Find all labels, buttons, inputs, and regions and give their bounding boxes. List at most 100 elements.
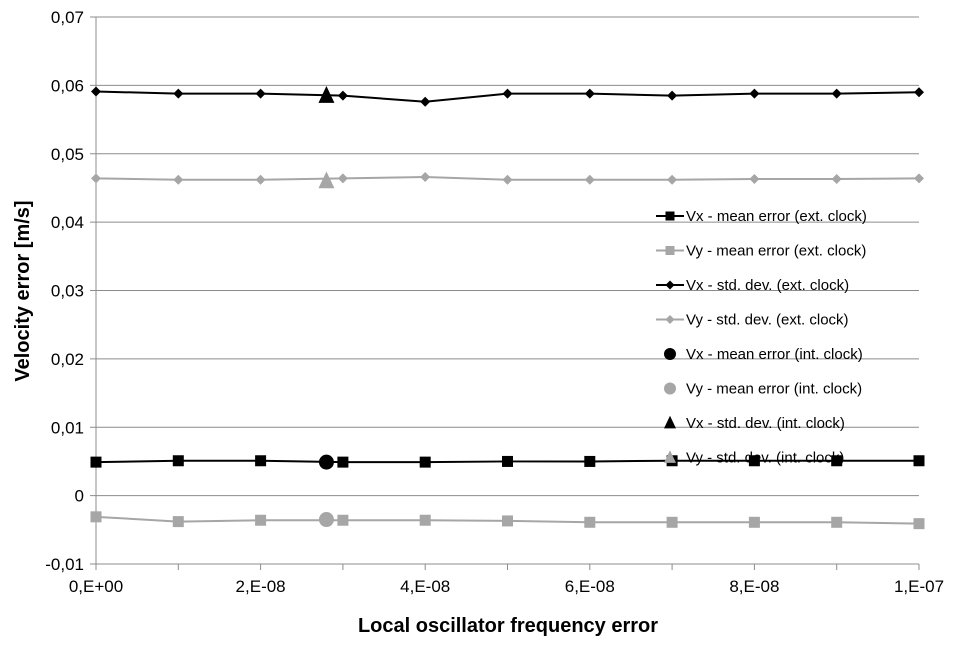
series-4 [318, 454, 334, 470]
y-tick-label: 0,05 [51, 145, 84, 164]
legend-item: Vx - std. dev. (int. clock) [664, 415, 845, 432]
data-point [337, 173, 348, 184]
data-point [419, 456, 431, 468]
legend-label: Vy - mean error (ext. clock) [686, 243, 866, 260]
legend-item: Vx - std. dev. (ext. clock) [656, 277, 849, 294]
data-point [420, 96, 431, 107]
data-point [584, 516, 596, 528]
data-point [748, 516, 760, 528]
data-point [667, 90, 678, 101]
x-tick-label: 4,E-08 [400, 577, 450, 596]
data-point [667, 174, 678, 185]
legend-label: Vx - std. dev. (int. clock) [686, 415, 845, 432]
legend-item: Vy - mean error (ext. clock) [656, 243, 866, 260]
legend-label: Vx - mean error (ext. clock) [686, 208, 867, 225]
legend-marker [665, 211, 675, 221]
y-tick-label: 0,03 [51, 282, 84, 301]
data-point [337, 90, 348, 101]
tick-labels: -0,01 0 0,01 0,02 0,03 0,04 0,05 0,06 0,07 0,E+00… [45, 8, 944, 596]
data-point [502, 455, 513, 467]
data-point [831, 88, 842, 99]
data-point [913, 455, 925, 467]
y-tick-label: 0,01 [51, 418, 84, 437]
series-7 [318, 171, 335, 189]
data-point [173, 174, 184, 185]
y-tick-label: 0,04 [51, 213, 84, 232]
y-tick-label: 0,07 [51, 8, 84, 27]
data-point [666, 516, 678, 528]
x-tick-label: 6,E-08 [565, 577, 615, 596]
legend-marker [665, 280, 675, 290]
data-point [173, 88, 184, 99]
legend-label: Vx - std. dev. (ext. clock) [686, 277, 849, 294]
legend-marker [664, 382, 676, 395]
data-point [318, 86, 335, 103]
legend-label: Vy - std. dev. (int. clock) [686, 450, 844, 467]
axes [90, 16, 920, 570]
data-point [749, 174, 760, 185]
legend-item: Vx - mean error (int. clock) [664, 346, 863, 363]
y-axis-title: Velocity error [m/s] [12, 200, 34, 381]
gridlines [96, 16, 919, 565]
series-3 [91, 171, 924, 185]
series-layer [90, 86, 925, 530]
y-tick-label: 0 [75, 487, 84, 506]
legend-label: Vx - mean error (int. clock) [686, 346, 863, 363]
data-point [255, 455, 267, 467]
data-point [914, 87, 924, 98]
legend-label: Vy - std. dev. (ext. clock) [686, 312, 849, 329]
series-5 [318, 512, 334, 528]
legend-marker [664, 348, 676, 360]
data-point [172, 455, 184, 467]
data-point [172, 516, 184, 528]
data-point [337, 456, 349, 468]
data-point [831, 455, 843, 467]
legend-marker [665, 246, 675, 255]
legend-marker [664, 415, 676, 429]
legend-marker [665, 315, 675, 324]
data-point [91, 173, 101, 184]
series-1 [90, 511, 925, 530]
x-tick-label: 8,E-08 [729, 577, 779, 596]
legend-item: Vy - std. dev. (ext. clock) [656, 312, 849, 329]
data-point [318, 454, 334, 470]
legend-item: Vy - std. dev. (int. clock) [664, 450, 844, 467]
data-point [91, 86, 101, 97]
data-point [913, 518, 925, 530]
data-point [90, 456, 102, 468]
legend-item: Vx - mean error (ext. clock) [656, 208, 867, 225]
legend: Vx - mean error (ext. clock) Vy - mean er… [656, 208, 867, 467]
data-point [255, 88, 266, 99]
x-axis-title: Local oscillator frequency error [358, 615, 658, 637]
data-point [502, 88, 513, 99]
data-point [318, 512, 334, 528]
data-point [502, 174, 513, 185]
data-point [420, 171, 431, 182]
data-point [584, 88, 595, 99]
data-point [749, 88, 760, 99]
data-point [255, 514, 267, 526]
series-0 [90, 455, 925, 468]
data-point [318, 171, 335, 189]
data-point [831, 174, 842, 185]
y-tick-label: 0,06 [51, 76, 84, 95]
data-point [90, 511, 102, 523]
series-2 [91, 86, 924, 107]
data-point [255, 174, 266, 185]
y-tick-label: 0,02 [51, 350, 84, 369]
y-tick-label: -0,01 [45, 555, 84, 574]
x-tick-label: 1,E-07 [894, 577, 944, 596]
data-point [584, 174, 595, 185]
data-point [584, 455, 596, 467]
x-tick-label: 0,E+00 [69, 577, 123, 596]
data-point [419, 514, 431, 526]
x-tick-label: 2,E-08 [236, 577, 286, 596]
legend-label: Vy - mean error (int. clock) [686, 381, 862, 398]
data-point [914, 173, 924, 184]
legend-item: Vy - mean error (int. clock) [664, 381, 862, 398]
legend-marker [664, 450, 676, 463]
data-point [748, 455, 760, 467]
data-point [502, 515, 513, 527]
